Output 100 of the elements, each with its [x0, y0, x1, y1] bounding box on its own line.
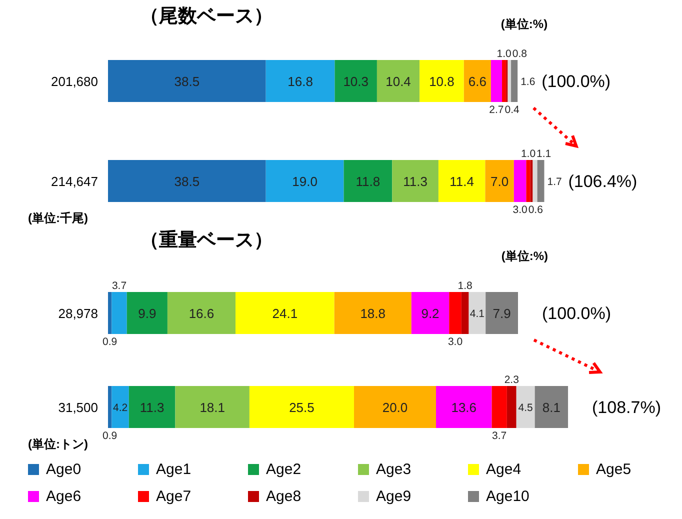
- data-label: 18.8: [360, 306, 386, 321]
- bar: [532, 160, 538, 202]
- data-label: 0.9: [102, 430, 118, 442]
- bar: [108, 386, 112, 428]
- data-label: 3.0: [448, 336, 463, 348]
- data-label: 2.3: [504, 374, 520, 386]
- data-label: 25.5: [289, 400, 314, 415]
- legend-label: Age7: [156, 488, 192, 505]
- bar: [175, 386, 250, 428]
- text: (108.7%): [592, 398, 662, 417]
- data-label: 7.9: [492, 306, 511, 321]
- data-label: 9.9: [138, 306, 156, 321]
- legend-label: Age8: [266, 488, 302, 505]
- data-label: 8.1: [542, 400, 560, 415]
- bar: [530, 160, 533, 202]
- data-label: 1.0: [520, 148, 536, 160]
- data-label: 20.0: [382, 400, 408, 415]
- legend-label: Age5: [596, 461, 632, 478]
- bar: [249, 386, 354, 428]
- bar: [485, 160, 514, 202]
- legend-label: Age10: [486, 488, 530, 505]
- data-label: 0.9: [102, 336, 118, 348]
- text: (106.4%): [568, 172, 638, 191]
- legend-label: Age0: [46, 461, 82, 478]
- bar: [334, 292, 412, 334]
- data-label: 3.7: [492, 430, 507, 442]
- chart-title: （重量ベース）: [140, 229, 273, 251]
- bar: [438, 160, 486, 202]
- data-label: 0.8: [512, 48, 528, 60]
- bar: [506, 386, 516, 428]
- data-label: 4.1: [470, 308, 485, 320]
- bar: [537, 160, 544, 202]
- text: (単位:%): [500, 17, 548, 31]
- text: (単位:%): [501, 249, 548, 263]
- data-label: 11.3: [140, 400, 164, 415]
- bar: [392, 160, 438, 202]
- data-label: 11.4: [450, 174, 474, 189]
- data-label: 1.6: [520, 76, 536, 88]
- y-tick-label: 28,978: [58, 306, 98, 321]
- data-label: 4.5: [518, 402, 534, 414]
- bar: [511, 60, 518, 102]
- bar: [334, 60, 377, 102]
- data-label: 38.5: [174, 74, 200, 89]
- bar: [128, 386, 176, 428]
- bar: [449, 292, 462, 334]
- bar: [464, 60, 491, 102]
- legend-label: Age9: [376, 488, 412, 505]
- data-label: 3.7: [112, 280, 127, 292]
- legend-label: Age6: [46, 488, 82, 505]
- legend-label: Age3: [376, 461, 412, 478]
- legend-label: Age1: [156, 461, 192, 478]
- legend-label: Age4: [486, 461, 522, 478]
- data-label: 3.0: [512, 204, 528, 216]
- data-label: 10.3: [343, 74, 368, 89]
- data-label: 9.2: [421, 306, 440, 321]
- annotation: (100.0%): [542, 72, 611, 91]
- data-label: 1.8: [458, 280, 473, 292]
- bar: [502, 60, 506, 102]
- data-label: 2.7: [489, 104, 504, 116]
- bar: [266, 60, 335, 102]
- data-label: 1.0: [496, 48, 512, 60]
- bar: [112, 292, 127, 334]
- bar: [526, 160, 530, 202]
- data-label: 1.7: [547, 176, 562, 188]
- data-label: 19.0: [292, 174, 318, 189]
- y-tick-label: 214,647: [51, 174, 98, 189]
- annotation: (100.0%): [542, 304, 611, 323]
- bar: [112, 386, 129, 428]
- y-tick-label: 31,500: [58, 400, 98, 415]
- data-label: 38.5: [174, 174, 200, 189]
- data-label: 6.6: [468, 74, 486, 89]
- text: (単位:千尾): [28, 211, 88, 225]
- chart-title: （尾数ベース）: [140, 6, 273, 27]
- text: (単位:トン): [28, 437, 88, 451]
- bar: [461, 292, 469, 334]
- data-label: 11.8: [356, 174, 380, 189]
- data-label: 11.3: [403, 174, 428, 189]
- bar: [486, 292, 518, 334]
- data-label: 0.6: [528, 204, 544, 216]
- bar: [376, 60, 420, 102]
- bar: [354, 386, 436, 428]
- bar: [411, 292, 450, 334]
- bar: [167, 292, 236, 334]
- bar: [436, 386, 492, 428]
- bar: [492, 386, 507, 428]
- data-label: 13.6: [451, 400, 477, 415]
- data-label: 16.6: [188, 306, 214, 321]
- bar: [508, 60, 512, 102]
- bar: [490, 60, 502, 102]
- data-label: 4.2: [112, 402, 128, 414]
- bar: [534, 386, 568, 428]
- data-label: 24.1: [272, 306, 298, 321]
- data-label: 18.1: [200, 400, 225, 415]
- bar: [516, 386, 535, 428]
- data-label: 7.0: [490, 174, 509, 189]
- bar: [108, 60, 266, 102]
- bar: [266, 160, 344, 202]
- data-label: 10.4: [386, 74, 411, 89]
- bar: [126, 292, 168, 334]
- bar: [420, 60, 464, 102]
